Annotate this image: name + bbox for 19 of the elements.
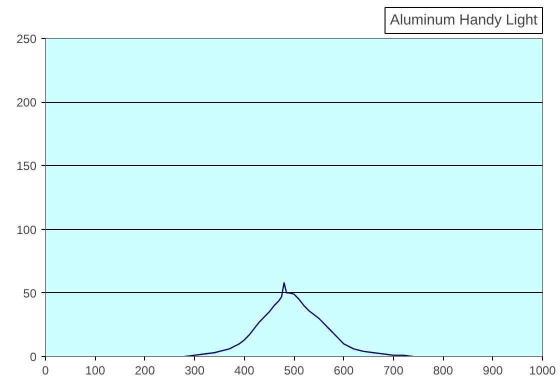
y-tick-label: 200 (16, 96, 37, 110)
x-tick-label: 300 (184, 364, 205, 378)
x-tick-label: 700 (383, 364, 404, 378)
x-tick-label: 1000 (529, 364, 556, 378)
y-tick-label: 0 (30, 350, 37, 364)
x-tick-label: 800 (433, 364, 454, 378)
x-tick-label: 100 (85, 364, 106, 378)
x-tick-label: 200 (134, 364, 156, 378)
x-tick-label: 0 (42, 364, 50, 378)
x-tick-label: 600 (334, 364, 354, 378)
y-tick-label: 150 (16, 159, 37, 174)
y-tick-label: 100 (16, 222, 37, 237)
x-tick-label: 500 (284, 364, 304, 378)
y-tick-label: 50 (23, 286, 37, 300)
x-tick-label: 900 (482, 364, 504, 378)
chart-title: Aluminum Handy Light (390, 12, 538, 28)
x-tick-label: 400 (234, 364, 255, 378)
y-tick-label: 250 (16, 32, 37, 46)
line-series (184, 282, 414, 356)
